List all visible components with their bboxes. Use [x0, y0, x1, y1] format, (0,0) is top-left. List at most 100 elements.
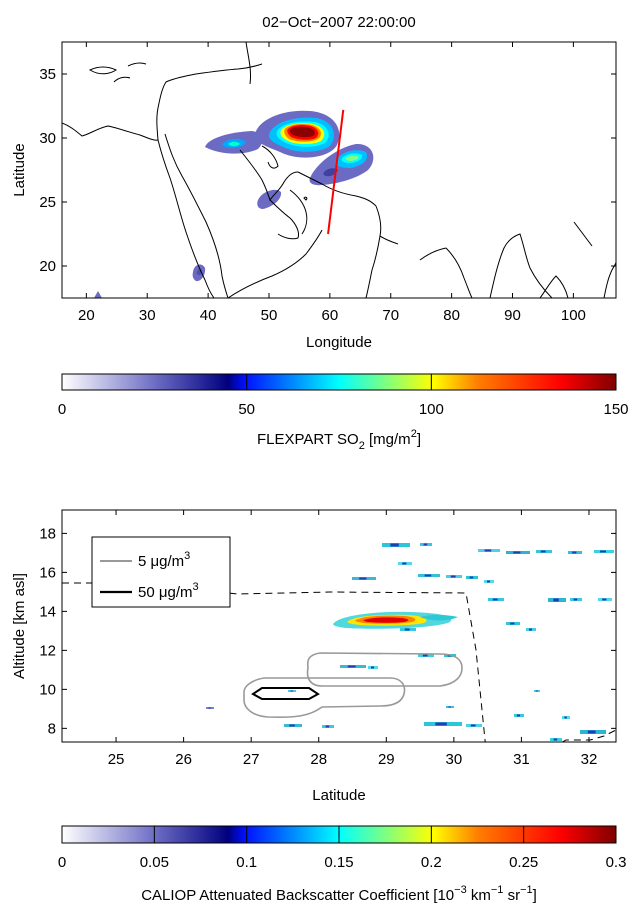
backscatter-speck-core [347, 665, 356, 668]
legend-label-50: 50 μg/m3 [138, 581, 199, 601]
colorbar-tick-label: 150 [603, 401, 628, 418]
map-x-tick-label: 70 [382, 307, 399, 324]
curtain-x-label: Latitude [312, 787, 365, 804]
map-x-tick-label: 30 [139, 307, 156, 324]
backscatter-speck-core [404, 628, 410, 631]
curtain-x-tick-label: 30 [446, 751, 463, 768]
backscatter-speck-core [435, 722, 447, 726]
backscatter-speck-core [470, 724, 476, 727]
backscatter-speck-core [572, 551, 577, 554]
colorbar-tick-label: 0 [58, 854, 66, 871]
map-x-tick-label: 100 [561, 307, 586, 324]
curtain-y-tick-label: 8 [48, 720, 56, 737]
backscatter-speck-core [540, 550, 546, 553]
backscatter-speck-core [510, 622, 515, 625]
backscatter-speck-core [290, 690, 293, 692]
backscatter-speck-core [289, 724, 295, 727]
colorbar-tick-label: 100 [419, 401, 444, 418]
map-y-tick-label: 20 [39, 258, 56, 275]
backscatter-speck-core [390, 543, 399, 547]
coastlines [62, 42, 616, 298]
curtain-x-tick-label: 26 [175, 751, 192, 768]
backscatter-speck-core [602, 598, 607, 601]
colorbar-tick-label: 0.15 [324, 854, 353, 871]
so2-colorbar-label: FLEXPART SO2 [mg/m2] [257, 428, 421, 452]
caliop-main-layer [333, 611, 458, 629]
backscatter-speck-core [517, 714, 520, 717]
so2-colorbar-ticks: 0 50 100 150 [58, 374, 629, 418]
colorbar-tick-label: 50 [238, 401, 255, 418]
backscatter-speck-core [325, 725, 330, 728]
curtain-y-tick-label: 16 [39, 564, 56, 581]
caliop-colorbar-label: CALIOP Attenuated Backscatter Coefficien… [141, 884, 537, 904]
backscatter-speck-core [208, 707, 211, 709]
colorbar-tick-label: 0.3 [606, 854, 627, 871]
backscatter-speck-core [469, 576, 474, 579]
curtain-x-tick-label: 25 [108, 751, 125, 768]
curtain-x-tick-label: 32 [581, 751, 598, 768]
contour-50 [251, 687, 320, 700]
map-y-ticks: 20 25 30 35 [39, 66, 616, 275]
map-x-tick-label: 40 [200, 307, 217, 324]
backscatter-speck-core [513, 551, 521, 554]
map-panel: 20 30 40 50 60 70 80 90 100 20 25 30 35 Longitude L… [11, 41, 617, 351]
so2-colorbar: 0 50 100 150 FLEXPART SO2 [mg/m2] [58, 373, 629, 452]
map-y-tick-label: 35 [39, 66, 56, 83]
legend-label-5: 5 μg/m3 [138, 550, 190, 570]
caliop-colorbar: 0 0.05 0.1 0.15 0.2 0.25 0.3 CALIOP Attenuated… [58, 825, 627, 904]
backscatter-speck-core [422, 654, 428, 657]
curtain-panel: 5 μg/m3 50 μg/m3 25 26 27 28 29 30 31 32 8 10 12 1… [11, 509, 617, 804]
map-x-tick-label: 50 [261, 307, 278, 324]
backscatter-speck-core [600, 550, 606, 553]
colorbar-tick-label: 0.25 [509, 854, 538, 871]
backscatter-speck-core [587, 730, 596, 734]
curtain-y-ticks: 8 10 12 14 16 18 [39, 525, 616, 737]
backscatter-speck-core [535, 690, 538, 692]
map-y-label: Latitude [11, 143, 28, 196]
map-x-tick-label: 80 [443, 307, 460, 324]
backscatter-speck-core [450, 575, 456, 578]
map-x-label: Longitude [306, 334, 372, 351]
map-x-tick-label: 90 [504, 307, 521, 324]
flexpart-contours [243, 652, 463, 719]
colorbar-tick-label: 0.05 [140, 854, 169, 871]
map-y-tick-label: 30 [39, 130, 56, 147]
curtain-x-tick-label: 28 [310, 751, 327, 768]
colorbar-tick-label: 0.1 [236, 854, 257, 871]
backscatter-speck-core [371, 666, 374, 669]
curtain-y-label: Altitude [km asl] [11, 573, 28, 679]
contour-legend: 5 μg/m3 50 μg/m3 [91, 536, 231, 608]
curtain-y-tick-label: 10 [39, 681, 56, 698]
curtain-y-tick-label: 18 [39, 525, 56, 542]
curtain-y-tick-label: 14 [39, 603, 56, 620]
map-x-tick-label: 20 [78, 307, 95, 324]
curtain-x-ticks: 25 26 27 28 29 30 31 32 [108, 510, 598, 768]
backscatter-speck-core [553, 598, 559, 602]
caliop-track-line [327, 109, 345, 235]
backscatter-speck-core [492, 598, 498, 601]
contour-5-lower [243, 677, 406, 719]
curtain-x-tick-label: 27 [243, 751, 260, 768]
backscatter-speck-core [448, 706, 451, 708]
map-x-tick-label: 60 [322, 307, 339, 324]
so2-plume-contours [94, 110, 374, 298]
backscatter-speck-core [564, 716, 567, 719]
curtain-x-tick-label: 31 [513, 751, 530, 768]
curtain-y-tick-label: 12 [39, 642, 56, 659]
backscatter-speck-core [529, 628, 532, 631]
map-x-ticks: 20 30 40 50 60 70 80 90 100 [78, 42, 586, 324]
backscatter-speck-core [573, 598, 578, 601]
chart-title: 02−Oct−2007 22:00:00 [262, 14, 415, 31]
curtain-x-tick-label: 29 [378, 751, 395, 768]
backscatter-speck-core [359, 577, 367, 580]
backscatter-speck-core [423, 543, 428, 546]
contour-5-upper [306, 652, 463, 687]
backscatter-speck-core [402, 562, 407, 565]
backscatter-speck-core [424, 574, 432, 577]
colorbar-tick-label: 0.2 [421, 854, 442, 871]
caliop-colorbar-ticks: 0 0.05 0.1 0.15 0.2 0.25 0.3 [58, 826, 627, 871]
map-y-tick-label: 25 [39, 194, 56, 211]
caliop-backscatter [206, 543, 614, 741]
colorbar-tick-label: 0 [58, 401, 66, 418]
